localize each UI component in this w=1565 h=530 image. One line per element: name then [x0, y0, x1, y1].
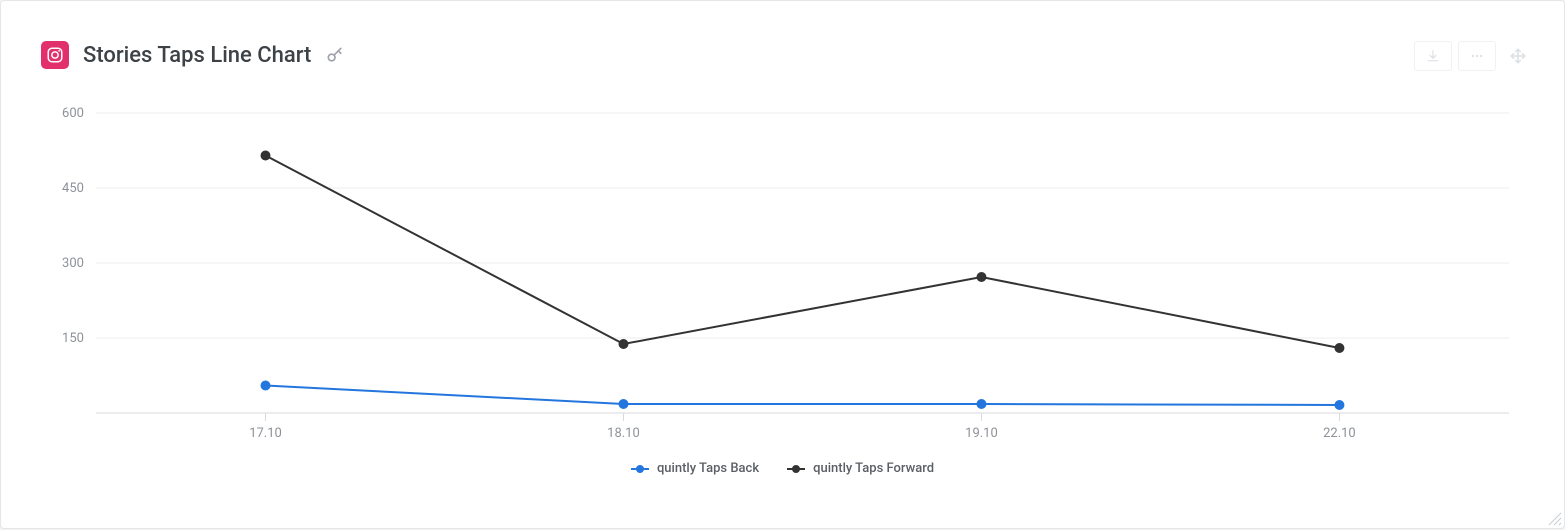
key-icon[interactable] [325, 45, 345, 65]
resize-handle-icon[interactable] [1546, 510, 1562, 526]
move-icon[interactable] [1508, 46, 1528, 66]
chart-plot-area: 150 300 450 600 17.10 18.10 19.10 22.10 [41, 93, 1524, 453]
chart-title: Stories Taps Line Chart [83, 43, 311, 68]
chart-card: Stories Taps Line Chart [0, 0, 1565, 529]
card-header: Stories Taps Line Chart [1, 1, 1564, 69]
card-actions [1414, 41, 1528, 71]
legend-item[interactable]: quintly Taps Forward [787, 461, 934, 476]
svg-text:22.10: 22.10 [1323, 426, 1356, 441]
legend-item[interactable]: quintly Taps Back [631, 461, 759, 476]
svg-text:600: 600 [62, 106, 84, 121]
legend-swatch-icon [631, 464, 649, 474]
download-button[interactable] [1414, 41, 1452, 71]
legend-label: quintly Taps Forward [813, 461, 934, 476]
svg-text:300: 300 [62, 256, 84, 271]
svg-text:450: 450 [62, 181, 84, 196]
svg-text:17.10: 17.10 [249, 426, 282, 441]
chart-legend: quintly Taps Back quintly Taps Forward [1, 461, 1564, 476]
more-button[interactable] [1458, 41, 1496, 71]
svg-text:150: 150 [62, 331, 84, 346]
svg-text:19.10: 19.10 [965, 426, 998, 441]
legend-swatch-icon [787, 464, 805, 474]
legend-label: quintly Taps Back [657, 461, 759, 476]
instagram-icon [41, 41, 69, 69]
svg-text:18.10: 18.10 [607, 426, 640, 441]
